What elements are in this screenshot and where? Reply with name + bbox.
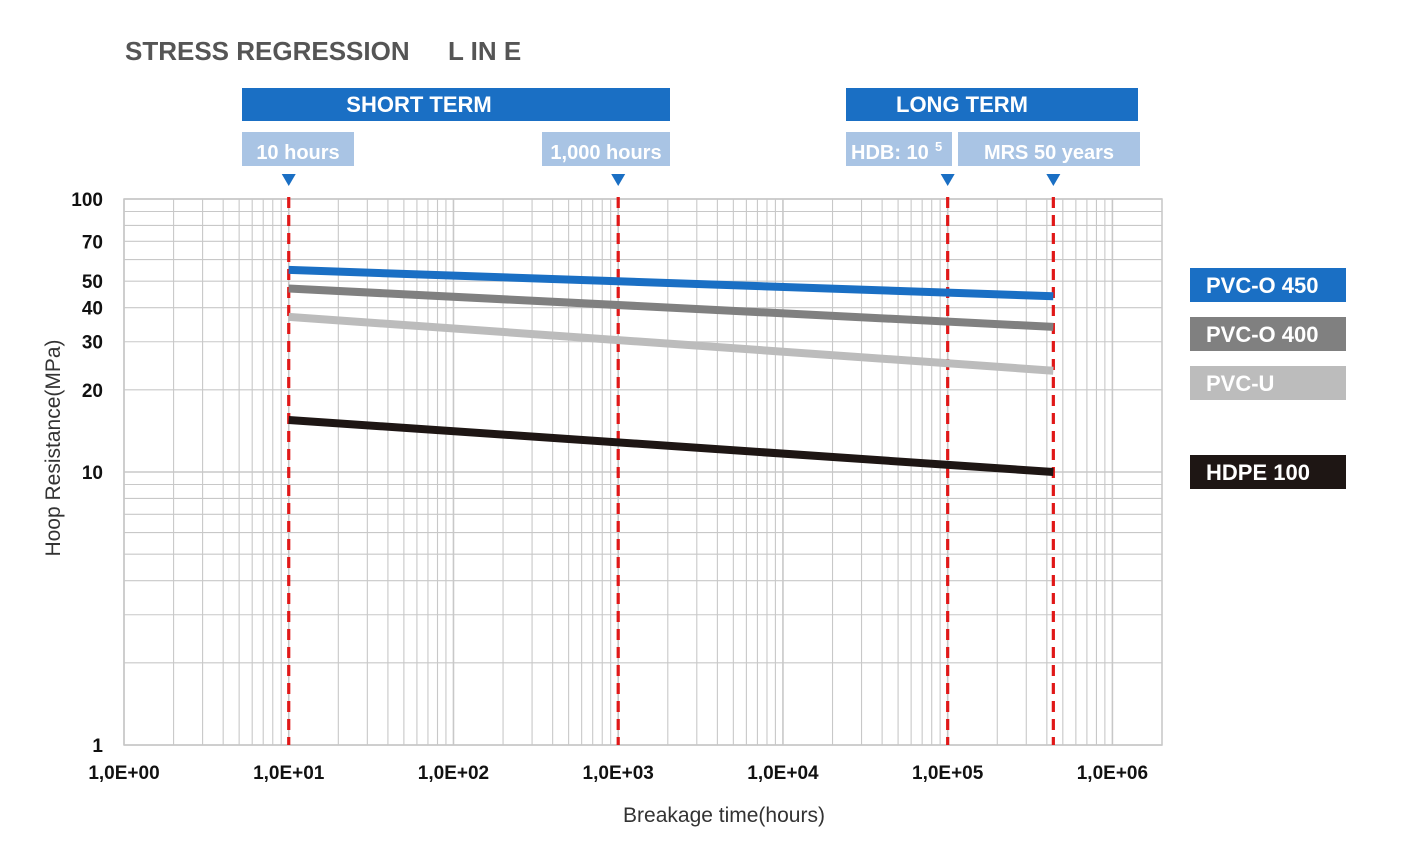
marker-triangle-icon [940,174,955,186]
x-tick-label: 1,0E+01 [253,763,325,784]
legend-item: HDPE 100 [1190,455,1346,489]
legend-label: HDPE 100 [1206,460,1310,485]
y-tick-label: 10 [82,463,103,484]
phase-long-term: LONG TERM [846,88,1138,121]
phase-short-term: SHORT TERM [242,88,670,121]
y-tick-label: 20 [82,381,103,402]
marker-1000-hours: 1,000 hours [542,132,670,166]
marker-hdb: HDB: 10 5 [846,132,952,166]
marker-label-10-hours: 10 hours [256,142,339,164]
y-tick-label: 70 [82,232,103,253]
y-tick-label: 50 [82,272,103,293]
y-tick-label: 100 [71,190,103,211]
y-tick-label: 40 [82,299,103,320]
marker-box-mrs-50-years [958,132,1140,166]
x-tick-label: 1,0E+02 [418,763,489,784]
marker-label-mrs-50-years: MRS 50 years [984,142,1114,164]
marker-10-hours: 10 hours [242,132,354,166]
y-axis-label: Hoop Resistance(MPa) [42,339,65,556]
x-axis-label: Breakage time(hours) [623,804,825,827]
legend-swatch [1190,268,1346,302]
marker-triangle-icon [1046,174,1061,186]
marker-box-1000-hours [542,132,670,166]
legend-item: PVC-U [1190,366,1346,400]
marker-triangle-icon [611,174,626,186]
marker-label-1000-hours: 1,000 hours [550,142,661,164]
series-line [288,284,1054,331]
x-tick-label: 1,0E+00 [88,763,159,784]
phase-bar-long-term [846,88,1138,121]
series-lines [288,265,1054,476]
legend-label: PVC-O 400 [1206,322,1319,347]
legend-swatch [1190,455,1346,489]
legend-item: PVC-O 450 [1190,268,1346,302]
legend-swatch [1190,366,1346,400]
marker-box-hdb [846,132,952,166]
legend-swatch [1190,317,1346,351]
phase-label-short-term: SHORT TERM [346,92,491,117]
phase-bar-short-term [242,88,670,121]
marker-mrs-50-years: MRS 50 years [958,132,1140,166]
series-line [288,265,1054,301]
marker-box-10-hours [242,132,354,166]
marker-label-hdb-superscript: 5 [935,139,942,154]
series-line [288,312,1054,375]
phase-label-long-term: LONG TERM [896,92,1028,117]
chart-title-suffix: L IN E [448,36,521,66]
legend-label: PVC-U [1206,371,1274,396]
y-tick-labels: 100 70 50 40 30 20 10 1 [71,190,103,757]
x-tick-label: 1,0E+06 [1077,763,1148,784]
x-tick-label: 1,0E+05 [912,763,984,784]
y-tick-label: 30 [82,333,103,354]
x-tick-label: 1,0E+04 [747,763,819,784]
chart-title: STRESS REGRESSION [125,36,410,66]
y-tick-label: 1 [92,736,103,757]
marker-label-hdb: HDB: 10 [851,142,929,164]
marker-triangle-icon [281,174,296,186]
x-tick-labels: 1,0E+00 1,0E+01 1,0E+02 1,0E+03 1,0E+04 1,0E+… [88,763,1148,784]
legend-item: PVC-O 400 [1190,317,1346,351]
legend-label: PVC-O 450 [1206,273,1319,298]
legend: PVC-O 450 PVC-O 400 PVC-U HDPE 100 [1190,268,1346,489]
series-line [288,416,1054,476]
x-tick-label: 1,0E+03 [583,763,654,784]
